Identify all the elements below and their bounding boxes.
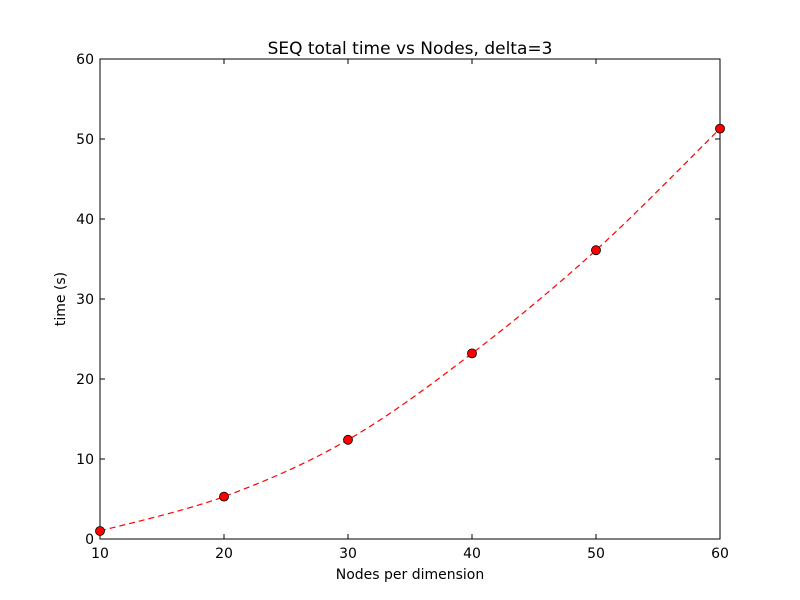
chart-title: SEQ total time vs Nodes, delta=3 (268, 39, 553, 59)
series-line-0 (99, 128, 721, 532)
data-point-0 (95, 526, 105, 536)
data-point-1 (219, 491, 229, 502)
data-point-4 (591, 245, 601, 256)
y-tick-label-4: 40 (76, 212, 94, 228)
x-tick-label-5: 60 (711, 546, 729, 562)
y-axis-label: time (s) (53, 272, 69, 326)
y-tick-label-1: 10 (76, 452, 94, 468)
data-point-2 (343, 434, 353, 445)
x-tick-label-4: 50 (587, 546, 605, 562)
y-tick-label-6: 60 (76, 52, 94, 68)
y-tick-label-2: 20 (76, 372, 94, 388)
data-point-3 (467, 348, 477, 359)
x-tick-label-1: 20 (215, 546, 233, 562)
data-point-5 (715, 123, 725, 134)
y-tick-label-0: 0 (85, 532, 94, 548)
axes-frame (99, 58, 721, 540)
y-tick-label-3: 30 (76, 292, 94, 308)
x-axis-label: Nodes per dimension (336, 567, 485, 583)
y-tick-label-5: 50 (76, 132, 94, 148)
x-tick-label-0: 10 (91, 546, 109, 562)
x-tick-label-3: 40 (463, 546, 481, 562)
x-tick-label-2: 30 (339, 546, 357, 562)
